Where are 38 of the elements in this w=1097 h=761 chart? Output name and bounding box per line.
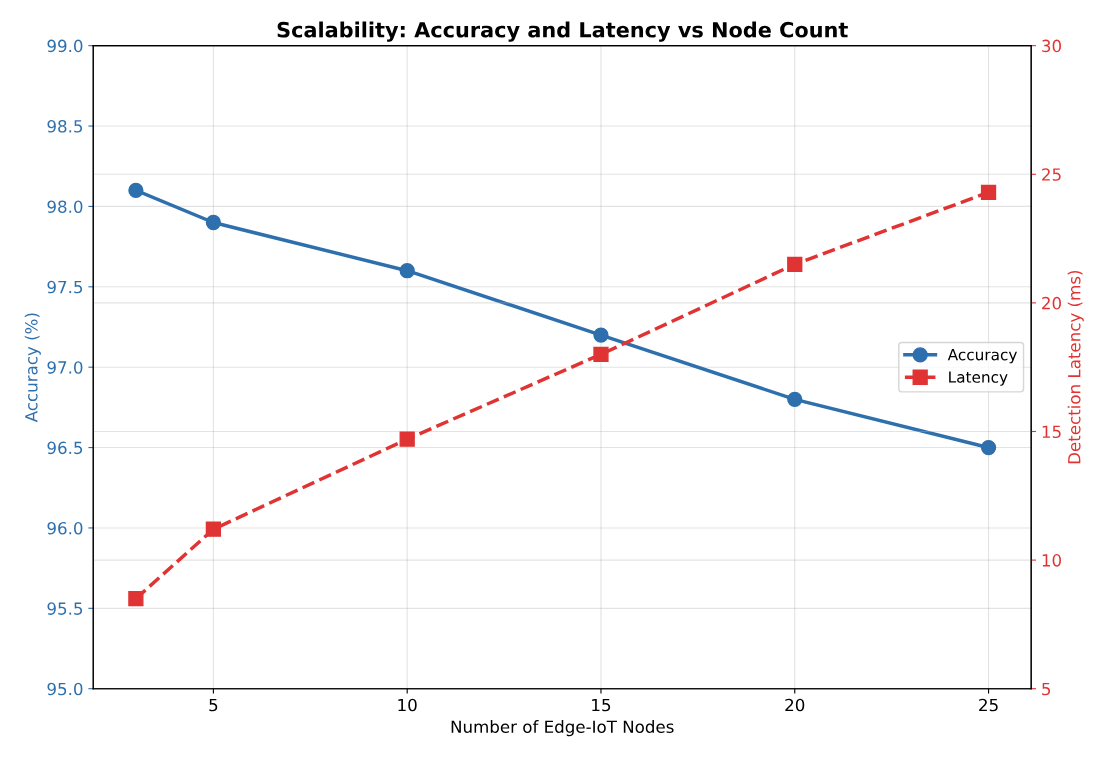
- y-axis-title: Accuracy (%): [24, 313, 41, 423]
- y2-tick-label: 25: [1042, 168, 1061, 181]
- point: [980, 439, 997, 456]
- y-tick-label: 96.5: [47, 441, 83, 455]
- x-axis-title: Number of Edge-IoT Nodes: [451, 720, 674, 737]
- x-tick-label: 25: [979, 698, 998, 712]
- point: [787, 256, 803, 272]
- x-tick-label: 10: [398, 698, 417, 712]
- y2-axis-title: Detection Latency (ms): [1067, 270, 1084, 464]
- chart-title: Scalability: Accuracy and Latency vs Node Count: [277, 21, 848, 42]
- legend-label: Latency: [949, 371, 1008, 386]
- x-tick-label: 20: [785, 698, 805, 712]
- y-tick-label: 96.0: [47, 521, 83, 535]
- y2-tick-label: 10: [1042, 554, 1061, 567]
- y-tick-label: 99.0: [47, 39, 83, 53]
- point: [980, 184, 997, 200]
- y-tick-label: 95.0: [47, 682, 83, 696]
- y2-tick-label: 15: [1042, 425, 1061, 439]
- point: [205, 521, 222, 537]
- y-tick-label: 98.0: [47, 200, 83, 213]
- y-tick-label: 95.5: [47, 602, 83, 615]
- point: [399, 431, 415, 447]
- y2-tick-label: 30: [1042, 39, 1061, 53]
- point: [593, 327, 609, 343]
- y-tick-label: 98.5: [47, 120, 83, 133]
- legend-label: Accuracy: [947, 349, 1017, 364]
- point: [593, 346, 609, 362]
- x-tick-label: 15: [592, 698, 611, 712]
- y-tick-label: 97.0: [47, 361, 83, 374]
- point: [787, 391, 803, 407]
- point: [128, 591, 144, 607]
- x-tick-label: 5: [209, 698, 218, 712]
- point: [128, 182, 144, 198]
- y2-tick-label: 20: [1042, 296, 1061, 310]
- point: [399, 263, 415, 279]
- y-tick-label: 97.5: [47, 280, 83, 294]
- point: [205, 214, 222, 231]
- y2-tick-label: 5: [1042, 682, 1051, 696]
